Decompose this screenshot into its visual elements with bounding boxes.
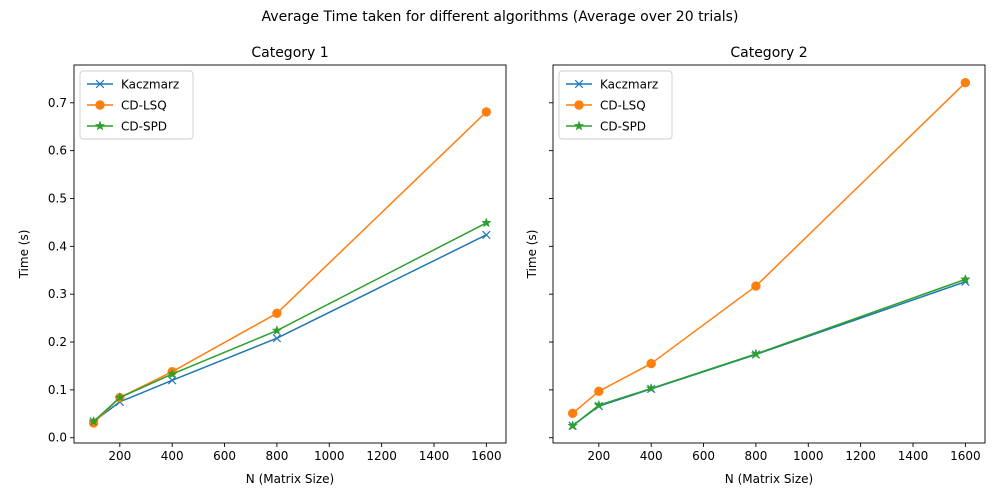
y-tick-label: 0.3 (48, 287, 67, 301)
x-tick-label: 800 (265, 449, 288, 463)
legend-marker-cd-lsq (95, 100, 105, 110)
data-point-kaczmarz (272, 333, 282, 343)
data-point-cd-lsq (960, 78, 971, 88)
legend-marker-kaczmarz (95, 79, 105, 89)
y-tick-label: 0.7 (48, 96, 67, 110)
x-tick-label: 600 (692, 449, 715, 463)
data-point-cd-lsq (646, 358, 656, 369)
data-point-cd-lsq (272, 308, 282, 319)
data-point-cd-spd (271, 325, 283, 336)
data-point-kaczmarz (482, 230, 491, 240)
legend-marker-cd-spd (573, 120, 585, 131)
data-point-cd-lsq (481, 107, 492, 117)
x-tick-label: 1400 (419, 449, 450, 463)
data-point-cd-lsq (567, 408, 578, 419)
legend-box (79, 70, 194, 140)
y-tick-label: 0.4 (48, 239, 67, 253)
x-tick-label: 1000 (793, 449, 824, 463)
x-tick-label: 200 (108, 449, 131, 463)
subplot-category-1: Category 1 200 400 600 800 1000 1200 1400 1600 0.… (17, 45, 507, 486)
legend-label-kaczmarz: Kaczmarz (121, 78, 179, 92)
y-tick-label: 0.6 (48, 144, 67, 158)
data-point-cd-lsq (751, 281, 761, 291)
x-tick-label: 1200 (845, 449, 876, 463)
legend-label-cd-spd: CD-SPD (121, 120, 167, 134)
x-tick-label: 1200 (366, 449, 397, 463)
data-point-cd-spd (114, 392, 126, 403)
axes-frame (73, 64, 507, 444)
x-tick-label: 600 (213, 449, 236, 463)
y-tick-label: 0.1 (48, 383, 67, 397)
legend-marker-kaczmarz (574, 79, 584, 89)
subplot-title: Category 1 (251, 45, 328, 61)
y-axis-label: Time (s) (17, 230, 31, 280)
axes-frame (552, 64, 986, 444)
legend-marker-cd-spd (94, 120, 106, 131)
x-tick-label: 1600 (471, 449, 502, 463)
figure-title: Average Time taken for different algorit… (262, 9, 739, 25)
x-tick-label: 400 (640, 449, 663, 463)
legend-label-cd-lsq: CD-LSQ (600, 99, 646, 113)
subplot-title: Category 2 (730, 45, 807, 61)
x-tick-label: 800 (744, 449, 767, 463)
y-tick-label: 0.0 (48, 431, 67, 445)
data-point-cd-spd (750, 348, 762, 359)
legend-label-kaczmarz: Kaczmarz (600, 78, 658, 92)
series-line-cd-spd (93, 222, 487, 423)
data-point-cd-spd (567, 420, 578, 431)
y-axis-label: Time (s) (525, 230, 539, 280)
x-tick-label: 200 (587, 449, 610, 463)
data-point-cd-spd (166, 368, 178, 379)
series-line-cd-lsq (93, 111, 487, 424)
series-line-kaczmarz (572, 281, 966, 427)
data-point-cd-lsq (594, 386, 604, 397)
data-point-cd-spd (645, 382, 657, 393)
legend-box (558, 70, 673, 140)
legend-marker-cd-lsq (574, 100, 584, 110)
data-point-cd-spd (88, 415, 99, 426)
x-axis-label: N (Matrix Size) (725, 472, 813, 486)
x-tick-label: 1000 (314, 449, 345, 463)
legend-label-cd-spd: CD-SPD (600, 120, 646, 134)
y-tick-label: 0.5 (48, 191, 67, 205)
data-point-cd-spd (960, 273, 971, 284)
series-line-kaczmarz (93, 234, 487, 423)
data-point-cd-spd (481, 217, 492, 228)
x-tick-label: 400 (161, 449, 184, 463)
x-tick-label: 1600 (950, 449, 981, 463)
series-line-cd-spd (572, 278, 966, 427)
x-axis-label: N (Matrix Size) (246, 472, 334, 486)
legend-label-cd-lsq: CD-LSQ (121, 99, 167, 113)
y-tick-label: 0.2 (48, 335, 67, 349)
subplot-category-2: Category 2 200 400 600 800 1000 1200 1400 1600 N … (525, 45, 986, 486)
data-point-cd-spd (593, 399, 605, 410)
x-tick-label: 1400 (898, 449, 929, 463)
